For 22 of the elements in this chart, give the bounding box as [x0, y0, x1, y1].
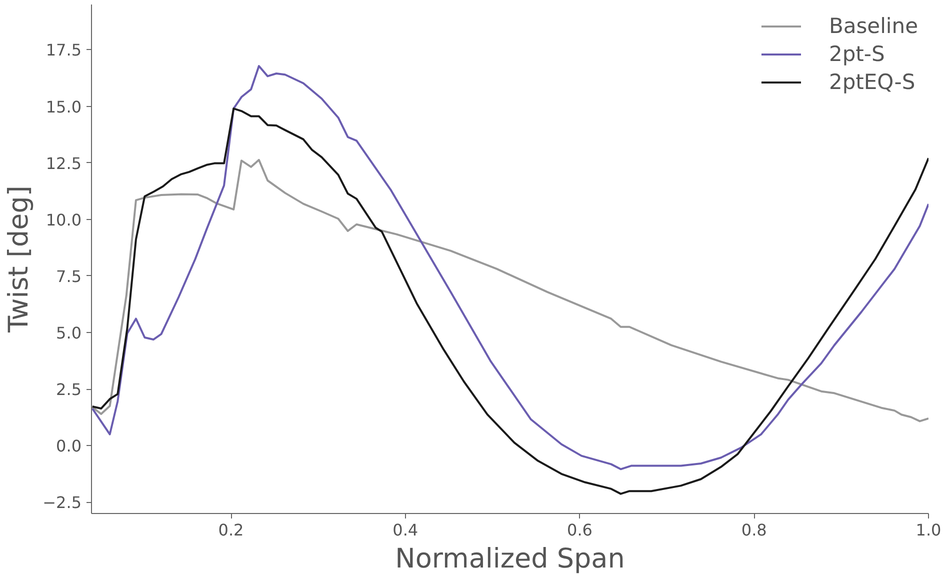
legend-label: Baseline — [828, 14, 918, 38]
line-series — [92, 158, 928, 422]
y-tick-label: −2.5 — [42, 493, 82, 512]
line-series — [92, 108, 928, 495]
legend-label: 2pt-S — [828, 42, 885, 66]
x-tick-label: 0.4 — [392, 520, 418, 540]
y-tick-label: 10.0 — [46, 210, 82, 230]
y-tick-label: 0.0 — [56, 436, 82, 456]
y-tick-label: 5.0 — [56, 324, 82, 343]
y-tick-label: 2.5 — [56, 380, 82, 400]
x-tick-label: 0.2 — [218, 520, 244, 540]
y-tick-label: 7.5 — [56, 266, 82, 286]
legend-label: 2ptEQ-S — [828, 70, 916, 94]
y-tick-label: 12.5 — [46, 154, 82, 173]
x-tick-label: 0.8 — [741, 520, 767, 540]
y-tick-label: 17.5 — [46, 40, 82, 60]
x-tick-label: 0.6 — [567, 520, 592, 540]
x-tick-label: 1.0 — [916, 520, 942, 540]
line-series — [92, 65, 928, 470]
y-tick-label: 15.0 — [46, 97, 82, 116]
x-axis-title: Normalized Span — [395, 544, 625, 574]
y-axis-title: Twist [deg] — [4, 186, 35, 334]
